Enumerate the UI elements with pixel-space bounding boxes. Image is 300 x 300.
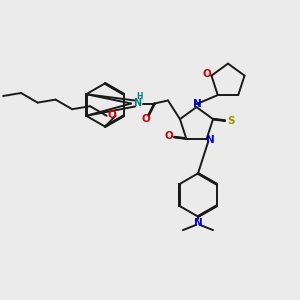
Text: N: N [206,135,215,145]
Text: N: N [133,98,142,109]
Text: O: O [202,69,211,79]
Text: H: H [136,92,143,101]
Text: O: O [107,110,116,120]
Text: N: N [194,218,202,228]
Text: O: O [164,131,173,142]
Text: S: S [227,116,235,126]
Text: O: O [141,113,150,124]
Text: N: N [193,99,202,109]
